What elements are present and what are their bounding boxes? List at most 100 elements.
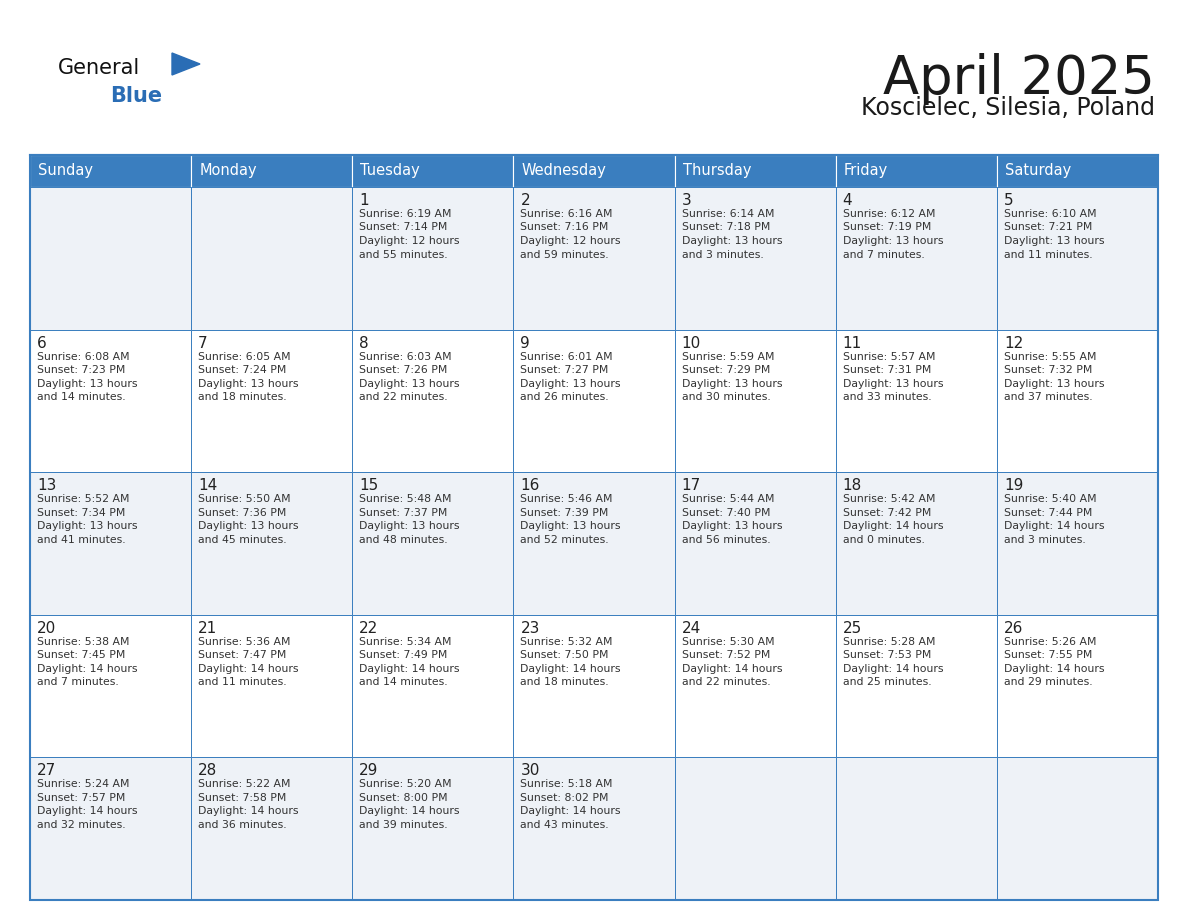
Text: Sunset: 7:23 PM: Sunset: 7:23 PM	[37, 365, 126, 375]
Text: Sunrise: 5:28 AM: Sunrise: 5:28 AM	[842, 637, 935, 647]
Text: and 29 minutes.: and 29 minutes.	[1004, 677, 1093, 688]
Text: Tuesday: Tuesday	[360, 163, 421, 178]
Text: and 45 minutes.: and 45 minutes.	[198, 534, 286, 544]
Text: and 39 minutes.: and 39 minutes.	[359, 820, 448, 830]
Text: Daylight: 13 hours: Daylight: 13 hours	[359, 521, 460, 532]
Text: Daylight: 13 hours: Daylight: 13 hours	[682, 521, 782, 532]
Text: Sunrise: 6:10 AM: Sunrise: 6:10 AM	[1004, 209, 1097, 219]
Text: and 55 minutes.: and 55 minutes.	[359, 250, 448, 260]
Text: and 14 minutes.: and 14 minutes.	[37, 392, 126, 402]
Text: and 36 minutes.: and 36 minutes.	[198, 820, 286, 830]
Text: 20: 20	[37, 621, 56, 636]
Text: Sunrise: 5:42 AM: Sunrise: 5:42 AM	[842, 494, 935, 504]
Text: and 22 minutes.: and 22 minutes.	[359, 392, 448, 402]
Text: Daylight: 14 hours: Daylight: 14 hours	[37, 806, 138, 816]
Text: and 7 minutes.: and 7 minutes.	[37, 677, 119, 688]
Bar	[997, 472, 1158, 615]
Text: Daylight: 14 hours: Daylight: 14 hours	[520, 806, 621, 816]
Bar	[353, 757, 513, 900]
Bar	[675, 615, 835, 757]
Bar	[513, 330, 675, 472]
Text: April 2025: April 2025	[883, 53, 1155, 105]
Text: Sunset: 7:29 PM: Sunset: 7:29 PM	[682, 365, 770, 375]
Text: and 11 minutes.: and 11 minutes.	[1004, 250, 1093, 260]
Text: Sunset: 7:36 PM: Sunset: 7:36 PM	[198, 508, 286, 518]
Text: and 22 minutes.: and 22 minutes.	[682, 677, 770, 688]
Text: Sunrise: 5:38 AM: Sunrise: 5:38 AM	[37, 637, 129, 647]
Text: 21: 21	[198, 621, 217, 636]
Bar	[30, 615, 191, 757]
Bar	[675, 472, 835, 615]
Bar	[30, 155, 191, 187]
Text: 1: 1	[359, 193, 369, 208]
Text: Sunset: 7:47 PM: Sunset: 7:47 PM	[198, 650, 286, 660]
Text: Daylight: 14 hours: Daylight: 14 hours	[1004, 664, 1105, 674]
Text: Daylight: 14 hours: Daylight: 14 hours	[198, 806, 298, 816]
Text: Sunrise: 5:44 AM: Sunrise: 5:44 AM	[682, 494, 775, 504]
Text: Monday: Monday	[200, 163, 257, 178]
Text: 9: 9	[520, 336, 530, 351]
Bar	[513, 757, 675, 900]
Text: Sunset: 7:57 PM: Sunset: 7:57 PM	[37, 793, 126, 803]
Text: Sunset: 7:58 PM: Sunset: 7:58 PM	[198, 793, 286, 803]
Text: 28: 28	[198, 764, 217, 778]
Text: Blue: Blue	[110, 86, 162, 106]
Text: Wednesday: Wednesday	[522, 163, 606, 178]
Text: Sunset: 7:40 PM: Sunset: 7:40 PM	[682, 508, 770, 518]
Bar	[513, 155, 675, 187]
Text: and 59 minutes.: and 59 minutes.	[520, 250, 609, 260]
Text: Daylight: 12 hours: Daylight: 12 hours	[520, 236, 621, 246]
Text: Sunrise: 5:57 AM: Sunrise: 5:57 AM	[842, 352, 935, 362]
Text: and 56 minutes.: and 56 minutes.	[682, 534, 770, 544]
Text: 23: 23	[520, 621, 539, 636]
Text: and 7 minutes.: and 7 minutes.	[842, 250, 924, 260]
Text: Sunrise: 6:12 AM: Sunrise: 6:12 AM	[842, 209, 935, 219]
Text: and 26 minutes.: and 26 minutes.	[520, 392, 609, 402]
Text: and 41 minutes.: and 41 minutes.	[37, 534, 126, 544]
Text: 17: 17	[682, 478, 701, 493]
Text: 30: 30	[520, 764, 539, 778]
Text: and 14 minutes.: and 14 minutes.	[359, 677, 448, 688]
Text: 15: 15	[359, 478, 379, 493]
Text: Sunrise: 6:08 AM: Sunrise: 6:08 AM	[37, 352, 129, 362]
Bar	[30, 757, 191, 900]
Bar	[191, 615, 353, 757]
Text: 22: 22	[359, 621, 379, 636]
Text: 27: 27	[37, 764, 56, 778]
Text: 10: 10	[682, 336, 701, 351]
Text: 11: 11	[842, 336, 862, 351]
Text: and 48 minutes.: and 48 minutes.	[359, 534, 448, 544]
Text: Sunrise: 6:03 AM: Sunrise: 6:03 AM	[359, 352, 451, 362]
Text: and 32 minutes.: and 32 minutes.	[37, 820, 126, 830]
Text: Sunset: 8:02 PM: Sunset: 8:02 PM	[520, 793, 609, 803]
Text: Sunset: 7:26 PM: Sunset: 7:26 PM	[359, 365, 448, 375]
Text: Daylight: 13 hours: Daylight: 13 hours	[37, 378, 138, 388]
Text: Sunrise: 5:40 AM: Sunrise: 5:40 AM	[1004, 494, 1097, 504]
Text: Sunset: 7:18 PM: Sunset: 7:18 PM	[682, 222, 770, 232]
Bar	[835, 472, 997, 615]
Text: Sunrise: 5:34 AM: Sunrise: 5:34 AM	[359, 637, 451, 647]
Text: 8: 8	[359, 336, 369, 351]
Text: and 18 minutes.: and 18 minutes.	[520, 677, 609, 688]
Text: and 30 minutes.: and 30 minutes.	[682, 392, 770, 402]
Bar	[675, 330, 835, 472]
Text: Daylight: 13 hours: Daylight: 13 hours	[1004, 236, 1105, 246]
Bar	[835, 187, 997, 330]
Text: and 52 minutes.: and 52 minutes.	[520, 534, 609, 544]
Text: Saturday: Saturday	[1005, 163, 1072, 178]
Bar	[997, 615, 1158, 757]
Text: Daylight: 13 hours: Daylight: 13 hours	[682, 378, 782, 388]
Text: Sunset: 7:34 PM: Sunset: 7:34 PM	[37, 508, 126, 518]
Text: Sunset: 7:19 PM: Sunset: 7:19 PM	[842, 222, 931, 232]
Bar	[30, 187, 191, 330]
Text: and 33 minutes.: and 33 minutes.	[842, 392, 931, 402]
Text: Daylight: 14 hours: Daylight: 14 hours	[359, 806, 460, 816]
Bar	[513, 187, 675, 330]
Text: Sunset: 7:50 PM: Sunset: 7:50 PM	[520, 650, 609, 660]
Text: Daylight: 14 hours: Daylight: 14 hours	[842, 521, 943, 532]
Text: Sunrise: 5:32 AM: Sunrise: 5:32 AM	[520, 637, 613, 647]
Text: Sunset: 7:14 PM: Sunset: 7:14 PM	[359, 222, 448, 232]
Text: Koscielec, Silesia, Poland: Koscielec, Silesia, Poland	[861, 96, 1155, 120]
Text: Daylight: 13 hours: Daylight: 13 hours	[842, 236, 943, 246]
Text: 18: 18	[842, 478, 862, 493]
